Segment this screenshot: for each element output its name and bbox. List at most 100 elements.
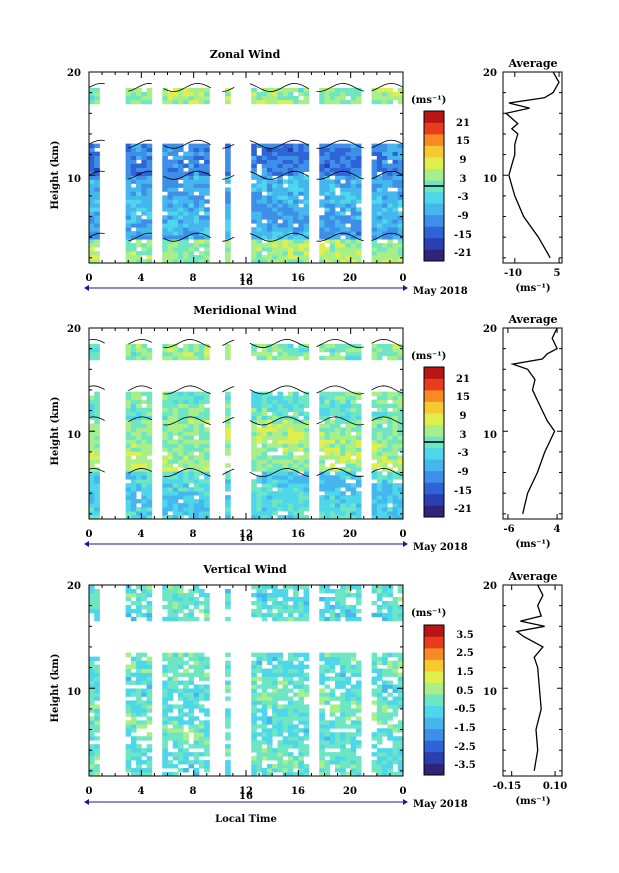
heatmap-cell [392,772,399,776]
heatmap-cell [183,612,189,618]
heatmap-cell [204,768,210,773]
heatmap-cell [387,495,393,500]
colorbar-tick-label: -1.5 [454,723,476,734]
heatmap-cell [89,175,95,180]
heatmap-cell [324,656,331,662]
heatmap-cell [193,351,200,357]
heatmap-cell [287,427,294,432]
heatmap-cell [282,475,289,480]
heatmap-cell [188,511,195,516]
heatmap-cell [392,415,399,420]
heatmap-cell [350,756,357,761]
heatmap-cell [319,435,325,440]
heatmap-cell [355,431,362,436]
heatmap-cell [298,227,304,232]
heatmap-cell [256,411,263,416]
heatmap-cell [303,87,310,93]
heatmap-cell [340,692,346,697]
heatmap-cell [293,171,299,176]
heatmap-cell [162,147,168,152]
heatmap-cell [387,511,393,516]
heatmap-cell [277,415,284,420]
heatmap-cell [193,151,200,156]
heatmap-cell [282,143,289,149]
heatmap-cell [146,147,153,152]
heatmap-cell [130,656,137,662]
heatmap-cell [162,764,168,769]
average-y-tick-label-10: 10 [483,174,497,185]
heatmap-cell [298,748,304,753]
heatmap-cell [334,704,341,709]
heatmap-cell [287,700,294,705]
heatmap-cell [329,443,336,448]
heatmap-cell [130,756,137,761]
heatmap-cell [272,596,278,602]
heatmap-cell [277,427,284,432]
heatmap-cell [277,507,284,512]
heatmap-cell [141,467,147,472]
heatmap-cell [162,592,168,598]
heatmap-cell [293,503,299,508]
date-label: May 2018 [413,799,468,810]
heatmap-cell [319,724,325,729]
heatmap-cell [382,451,388,456]
heatmap-cell [225,515,231,519]
heatmap-cell [340,612,346,618]
heatmap-cell [188,187,195,192]
heatmap-cell [193,147,200,152]
heatmap-cell [355,403,362,408]
heatmap-cell [89,407,95,412]
heatmap-cell [340,700,346,705]
heatmap-cell [193,347,200,353]
heatmap-cell [256,664,263,669]
heatmap-cell [167,499,174,504]
heatmap-cell [167,592,174,598]
heatmap-cell [334,351,341,357]
heatmap-cell [125,760,132,765]
heatmap-cell [266,668,273,673]
heatmap-cell [282,211,289,216]
heatmap-cell [287,732,294,737]
heatmap-cell [256,588,263,594]
heatmap-cell [172,455,179,460]
heatmap-cell [188,744,195,749]
heatmap-cell [303,399,310,405]
heatmap-cell [261,395,268,401]
heatmap-cell [382,680,388,685]
heatmap-cell [136,700,142,705]
heatmap-cell [324,171,331,176]
heatmap-cell [397,351,403,357]
heatmap-cell [225,259,231,263]
heatmap-cell [89,443,95,448]
average-profile-zonal [502,71,563,264]
colorbar-cell [424,648,444,660]
heatmap-cell [89,467,95,472]
heatmap-cell [350,463,357,468]
heatmap-cell [392,431,399,436]
heatmap-cell [277,407,284,412]
heatmap-cell [371,736,378,741]
heatmap-cell [376,203,383,208]
heatmap-cell [188,207,195,212]
heatmap-cell [334,724,341,729]
x-tick-label: 16 [291,529,305,540]
heatmap-cell [130,451,137,456]
heatmap-cell [193,439,200,444]
heatmap-cell [392,752,399,757]
heatmap-cell [225,451,231,456]
heatmap-cell [387,171,393,176]
heatmap-cell [282,672,289,677]
heatmap-cell [261,407,268,412]
heatmap-cell [355,223,362,228]
heatmap-cell [282,239,289,244]
heatmap-cell [183,431,189,436]
heatmap-cell [266,195,273,200]
heatmap-cell [261,688,268,693]
heatmap-cell [345,467,352,472]
heatmap-cell [266,756,273,761]
heatmap-cell [261,708,268,713]
heatmap-cell [272,708,278,713]
heatmap-cell [334,419,341,424]
heatmap-cell [167,752,174,757]
heatmap-cell [298,147,304,152]
